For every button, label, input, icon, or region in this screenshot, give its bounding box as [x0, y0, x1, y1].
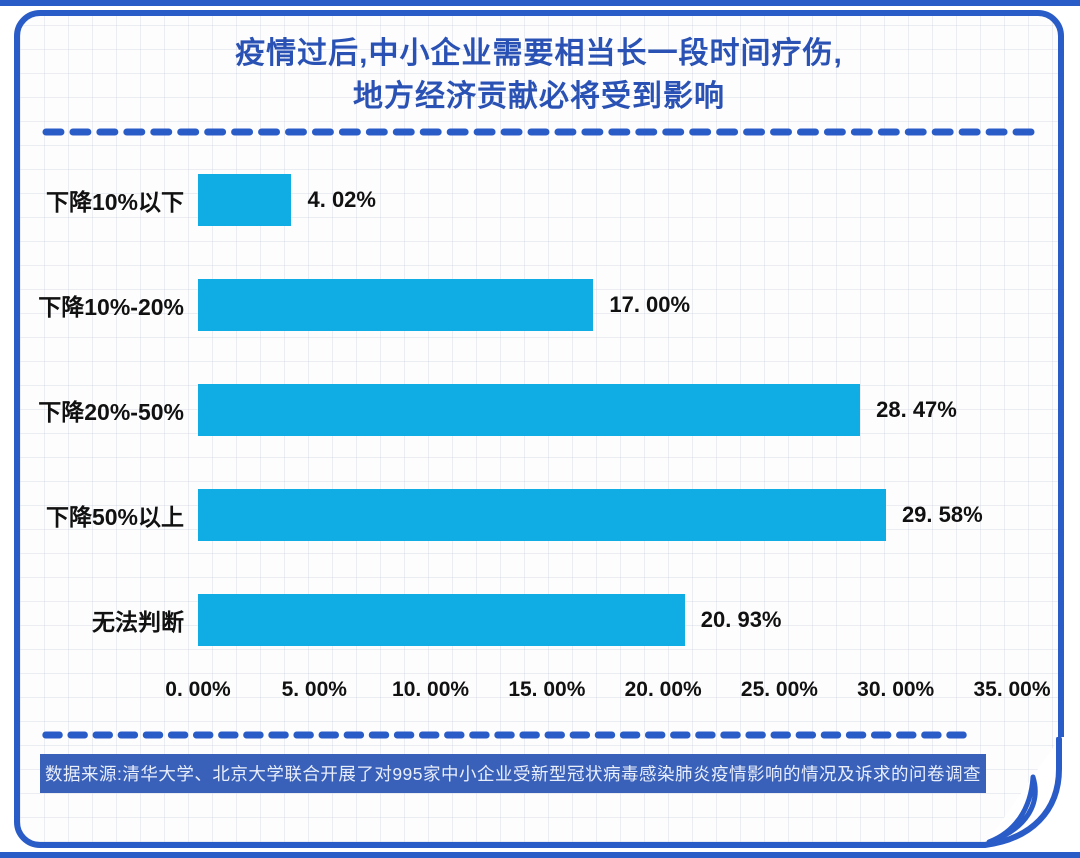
bar-decline-10-20	[198, 278, 594, 331]
bar-track: 28. 47%	[198, 383, 1012, 436]
bar-row: 下降10%以下 4. 02%	[38, 147, 1012, 252]
bar-row: 下降10%-20% 17. 00%	[38, 252, 1012, 357]
top-edge-line	[0, 0, 1080, 6]
category-label: 下降50%以上	[45, 503, 184, 530]
chart-title-line-2: 地方经济贡献必将受到影响	[353, 80, 725, 113]
category-label: 无法判断	[92, 608, 184, 635]
x-axis-tick: 20. 00%	[624, 678, 702, 701]
bar-row: 下降50%以上 29. 58%	[38, 462, 1012, 567]
bar-decline-under-10	[198, 173, 292, 226]
x-axis-tick: 15. 00%	[508, 678, 586, 701]
bar-track: 17. 00%	[198, 278, 1012, 331]
x-axis-tick: 25. 00%	[740, 678, 818, 701]
x-axis-tick: 5. 00%	[281, 678, 347, 701]
x-axis-tick: 0. 00%	[165, 678, 231, 701]
value-label: 29. 58%	[901, 501, 983, 527]
dashed-divider-bottom	[42, 731, 968, 739]
x-axis: 0. 00% 5. 00% 10. 00% 15. 00% 20. 00% 25…	[165, 676, 1050, 710]
value-label: 20. 93%	[700, 606, 782, 632]
x-axis-tick: 30. 00%	[857, 678, 935, 701]
category-label: 下降10%以下	[45, 188, 184, 215]
dashed-divider-top	[42, 128, 1036, 136]
bar-cannot-judge	[198, 593, 685, 646]
chart-title: 疫情过后,中小企业需要相当长一段时间疗伤, 地方经济贡献必将受到影响	[20, 32, 1058, 118]
value-label: 17. 00%	[609, 291, 691, 317]
bar-decline-20-50	[198, 383, 861, 436]
bottom-edge-line	[0, 852, 1080, 858]
x-axis-tick: 35. 00%	[973, 678, 1051, 701]
bar-chart: 下降10%以下 4. 02% 下降10%-20% 17. 00% 下降20%-5…	[20, 147, 1058, 710]
page-curl-icon	[982, 737, 1067, 851]
chart-title-line-1: 疫情过后,中小企业需要相当长一段时间疗伤,	[235, 37, 843, 70]
bar-row: 无法判断 20. 93%	[38, 567, 1012, 672]
bar-row: 下降20%-50% 28. 47%	[38, 357, 1012, 462]
category-label: 下降10%-20%	[38, 293, 184, 320]
category-label: 下降20%-50%	[38, 398, 184, 425]
chart-card-frame: 疫情过后,中小企业需要相当长一段时间疗伤, 地方经济贡献必将受到影响 下降10%…	[14, 10, 1067, 851]
bar-decline-over-50	[198, 488, 886, 541]
bar-track: 4. 02%	[198, 173, 1012, 226]
value-label: 28. 47%	[876, 396, 957, 422]
bar-track: 20. 93%	[198, 593, 1012, 646]
bar-track: 29. 58%	[198, 488, 1012, 541]
value-label: 4. 02%	[307, 186, 376, 212]
x-axis-tick: 10. 00%	[392, 678, 470, 701]
data-source-banner: 数据来源:清华大学、北京大学联合开展了对995家中小企业受新型冠状病毒感染肺炎疫…	[40, 754, 986, 793]
